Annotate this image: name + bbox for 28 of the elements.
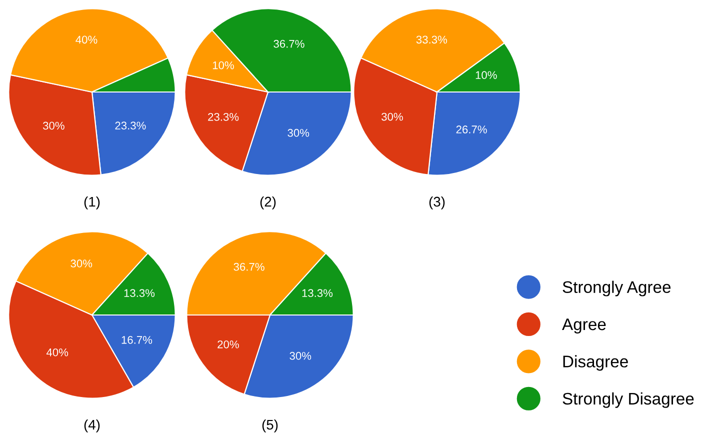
data-label: 30% (70, 260, 92, 268)
data-label: 13.3% (124, 289, 155, 298)
text: (1) (84, 196, 100, 210)
data-label: 10% (476, 71, 497, 80)
data-label: 23.3% (208, 112, 239, 121)
legend-label: Disagree (563, 355, 628, 371)
legend-label: Strongly Agree (562, 280, 671, 296)
data-label: 36.7% (234, 262, 264, 271)
text: (2) (260, 196, 276, 210)
data-label: 36.7% (274, 40, 304, 48)
legend-label: Strongly Disagree (562, 392, 694, 408)
legend-label: Agree (562, 318, 606, 334)
data-label: 30% (42, 122, 64, 130)
data-label: 40% (76, 36, 98, 44)
data-label: 30% (288, 128, 310, 137)
data-label: 33.3% (416, 36, 448, 44)
data-label: 10% (212, 61, 234, 70)
data-label: 30% (290, 352, 312, 360)
data-label: 26.7% (456, 126, 487, 134)
data-label: 23.3% (115, 122, 146, 130)
text: (3) (429, 196, 445, 210)
data-label: 16.7% (122, 336, 152, 344)
data-label: 30% (382, 112, 403, 121)
text: (5) (262, 419, 278, 432)
data-label: 20% (218, 340, 239, 348)
text: (4) (84, 419, 100, 432)
data-label: 13.3% (302, 289, 333, 298)
data-label: 40% (46, 348, 68, 356)
